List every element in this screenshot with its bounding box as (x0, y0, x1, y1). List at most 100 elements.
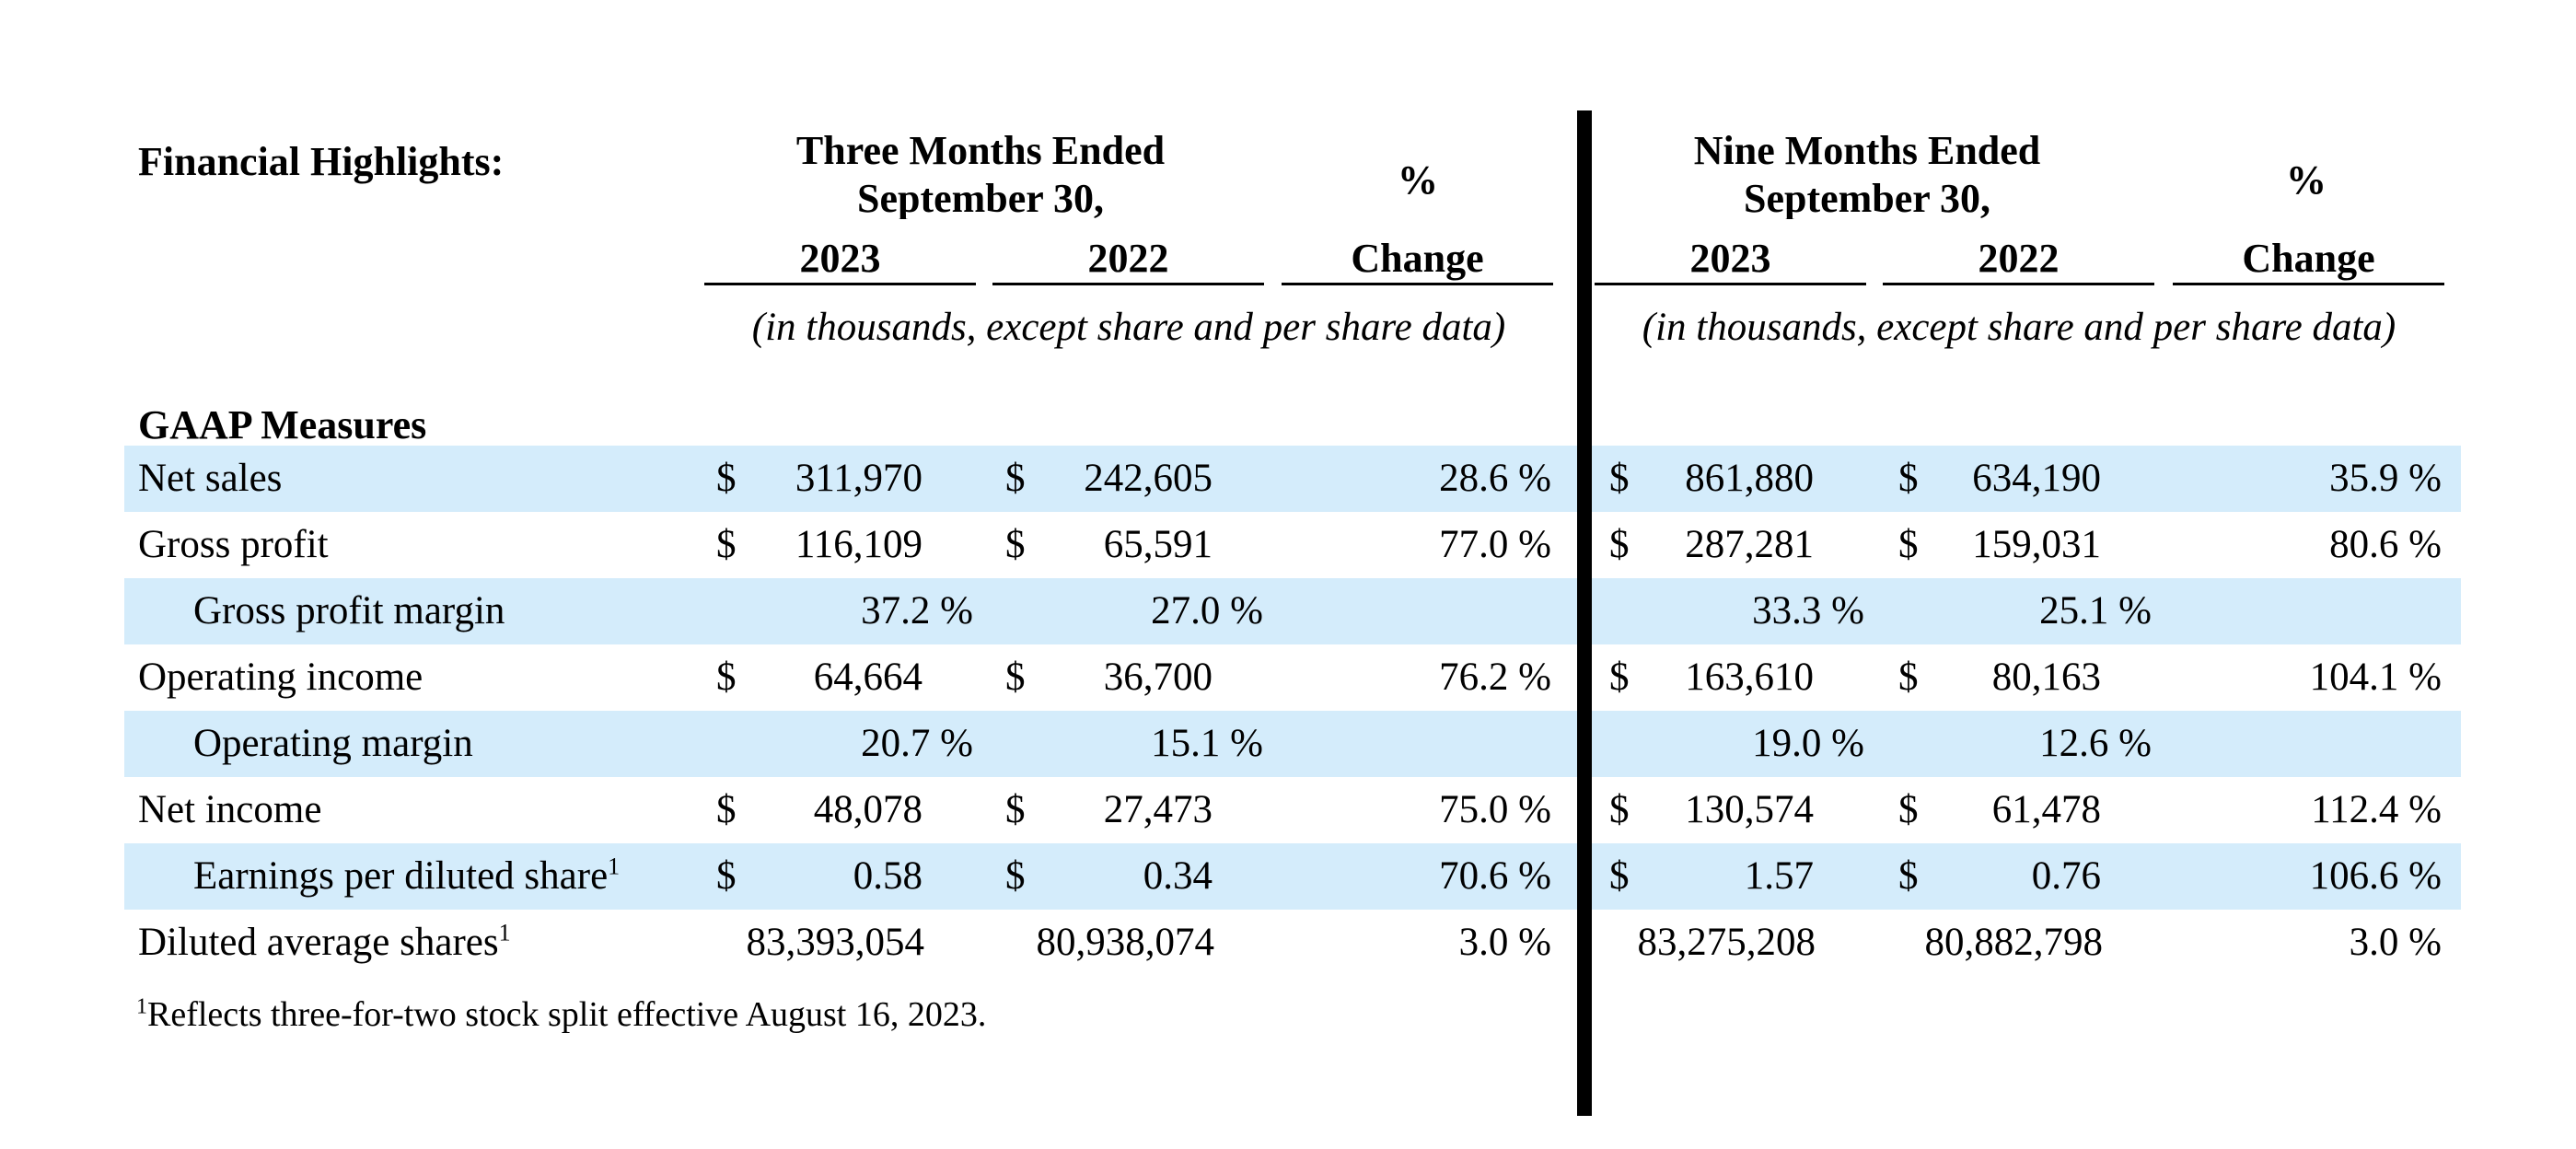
row-band (124, 711, 2461, 777)
table-cell: 12.6 % (2039, 722, 2152, 765)
currency-symbol: $ (1609, 523, 1630, 566)
currency-symbol: $ (716, 788, 737, 831)
table-cell: 80,882,798 (1924, 921, 2104, 964)
row-band (124, 578, 2461, 644)
footnote-ref: 1 (608, 853, 621, 880)
col-header-change-three: Change (1351, 236, 1484, 281)
table-cell: 80,163 (1991, 656, 2101, 699)
row-label-text: Net income (138, 788, 322, 831)
table-cell: 311,970 (795, 457, 922, 500)
currency-symbol: $ (1005, 788, 1026, 831)
currency-symbol: $ (1898, 788, 1919, 831)
table-cell: 28.6 % (1439, 457, 1551, 500)
table-cell: 61,478 (1991, 788, 2101, 831)
currency-symbol: $ (716, 523, 737, 566)
underline-change-three (1282, 283, 1553, 285)
row-label-text: Gross profit margin (193, 589, 505, 633)
table-cell: 0.34 (1143, 854, 1213, 898)
col-header-2023-three: 2023 (799, 236, 881, 281)
col-header-2023-nine: 2023 (1689, 236, 1771, 281)
table-cell: 27,473 (1103, 788, 1213, 831)
row-label-text: Net sales (138, 457, 283, 500)
currency-symbol: $ (1609, 788, 1630, 831)
currency-symbol: $ (716, 854, 737, 898)
section-title: GAAP Measures (138, 402, 427, 447)
row-label: Gross profit (138, 512, 329, 578)
currency-symbol: $ (1898, 457, 1919, 500)
table-cell: 116,109 (795, 523, 922, 566)
table-cell: 83,393,054 (746, 921, 925, 964)
row-label-text: Diluted average shares (138, 921, 499, 964)
currency-symbol: $ (1005, 523, 1026, 566)
table-cell: 3.0 % (1458, 921, 1551, 964)
table-cell: 83,275,208 (1637, 921, 1816, 964)
table-cell: 0.58 (853, 854, 922, 898)
table-title: Financial Highlights: (138, 139, 505, 184)
currency-symbol: $ (1005, 656, 1026, 699)
currency-symbol: $ (1609, 457, 1630, 500)
table-cell: 3.0 % (2349, 921, 2442, 964)
table-cell: 75.0 % (1439, 788, 1551, 831)
col-header-change-nine: Change (2242, 236, 2375, 281)
underline-2022-three (992, 283, 1264, 285)
table-cell: 861,880 (1685, 457, 1814, 500)
subnote-three: (in thousands, except share and per shar… (704, 300, 1553, 379)
table-cell: 634,190 (1972, 457, 2101, 500)
currency-symbol: $ (1898, 656, 1919, 699)
currency-symbol: $ (716, 656, 737, 699)
footnote-ref: 1 (498, 919, 511, 946)
row-label-text: Operating income (138, 656, 424, 699)
table-cell: 130,574 (1685, 788, 1814, 831)
currency-symbol: $ (1898, 523, 1919, 566)
subnote-nine-text: (in thousands, except share and per shar… (1642, 306, 2396, 349)
table-cell: 77.0 % (1439, 523, 1551, 566)
footnote-text: Reflects three-for-two stock split effec… (147, 995, 987, 1034)
table-cell: 159,031 (1972, 523, 2101, 566)
table-cell: 80.6 % (2329, 523, 2442, 566)
table-cell: 27.0 % (1151, 589, 1263, 633)
table-cell: 20.7 % (861, 722, 973, 765)
table-cell: 35.9 % (2329, 457, 2442, 500)
table-cell: 15.1 % (1151, 722, 1263, 765)
row-label: Gross profit margin (193, 578, 505, 644)
table-cell: 106.6 % (2309, 854, 2442, 898)
table-cell: 163,610 (1685, 656, 1814, 699)
table-cell: 76.2 % (1439, 656, 1551, 699)
col-header-2022-nine: 2022 (1978, 236, 2060, 281)
table-cell: 80,938,074 (1036, 921, 1215, 964)
table-cell: 104.1 % (2309, 656, 2442, 699)
table-cell: 37.2 % (861, 589, 973, 633)
currency-symbol: $ (1609, 656, 1630, 699)
row-label: Operating margin (193, 711, 473, 777)
table-cell: 70.6 % (1439, 854, 1551, 898)
table-cell: 112.4 % (2311, 788, 2442, 831)
subnote-nine: (in thousands, except share and per shar… (1595, 300, 2443, 379)
underline-2023-three (704, 283, 976, 285)
table-cell: 19.0 % (1752, 722, 1864, 765)
row-label: Diluted average shares1 (138, 910, 511, 976)
currency-symbol: $ (716, 457, 737, 500)
column-divider (1577, 110, 1592, 1116)
table-cell: 0.76 (2031, 854, 2101, 898)
row-band (124, 446, 2461, 512)
nine-months-header: Nine Months Ended September 30, (1591, 127, 2143, 219)
table-cell: 287,281 (1685, 523, 1814, 566)
three-months-line1: Three Months Ended (795, 128, 1166, 173)
table-cell: 65,591 (1103, 523, 1213, 566)
underline-2022-nine (1883, 283, 2154, 285)
footnote: 1Reflects three-for-two stock split effe… (136, 994, 986, 1035)
currency-symbol: $ (1898, 854, 1919, 898)
footnote-marker: 1 (136, 994, 147, 1019)
nine-months-line2: September 30, (1743, 176, 1991, 219)
three-months-line2: September 30, (856, 176, 1105, 219)
row-label: Operating income (138, 644, 423, 711)
row-label: Net income (138, 777, 321, 843)
three-months-header: Three Months Ended September 30, (704, 127, 1257, 219)
table-cell: 36,700 (1103, 656, 1213, 699)
row-band (124, 843, 2461, 910)
nine-months-line1: Nine Months Ended (1693, 128, 2041, 173)
row-label-text: Earnings per diluted share (193, 854, 609, 898)
table-cell: 33.3 % (1752, 589, 1864, 633)
table-cell: 1.57 (1744, 854, 1814, 898)
underline-2023-nine (1595, 283, 1866, 285)
